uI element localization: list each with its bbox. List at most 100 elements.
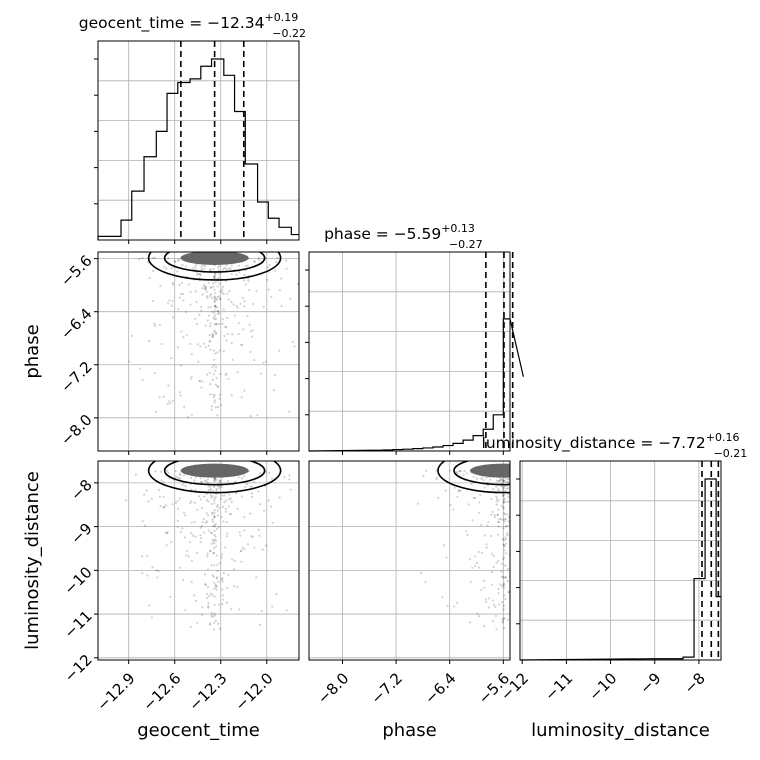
sample-point [221, 322, 224, 325]
sample-point [220, 553, 224, 556]
sample-point [217, 295, 220, 298]
sample-point [253, 546, 256, 549]
sample-point [211, 310, 214, 313]
sample-point [216, 312, 220, 315]
sample-point [201, 264, 204, 267]
sample-point [213, 551, 216, 555]
title-upper-value: 0.16 [715, 431, 740, 444]
sample-point [539, 488, 541, 490]
sample-point [138, 258, 141, 261]
sample-point [223, 266, 226, 269]
sample-point [474, 496, 477, 499]
sample-point [491, 620, 495, 623]
sample-point [502, 558, 505, 561]
sample-point [195, 322, 199, 326]
sample-point [532, 550, 534, 552]
sample-point [244, 485, 247, 488]
sample-point [511, 607, 513, 609]
sample-point [210, 296, 213, 299]
sample-point [224, 325, 227, 328]
sample-point [171, 283, 175, 286]
sample-point [570, 511, 572, 513]
title-upper-error: + [706, 431, 715, 444]
sample-point [221, 602, 224, 606]
sample-point [502, 505, 505, 509]
sample-point [273, 269, 277, 272]
sample-point [147, 339, 151, 343]
sample-point [214, 298, 217, 301]
sample-point [150, 616, 154, 619]
sample-point [485, 546, 488, 549]
sample-point [264, 360, 267, 363]
sample-point [215, 323, 218, 326]
sample-point [504, 575, 507, 579]
sample-point [213, 502, 216, 505]
sample-point [524, 472, 526, 474]
sample-point [235, 304, 238, 308]
sample-point [228, 498, 231, 501]
sample-point [524, 530, 526, 532]
y-tick-label: −10 [61, 563, 96, 598]
sample-point [233, 314, 236, 317]
sample-point [196, 508, 199, 512]
sample-point [239, 343, 243, 346]
sample-point [568, 470, 570, 472]
sample-point [539, 470, 541, 472]
sample-point [213, 296, 216, 299]
sample-point [458, 470, 461, 473]
sample-point [228, 493, 231, 496]
title-lower-value: 0.27 [458, 238, 483, 251]
sample-point [248, 288, 251, 292]
sample-point [237, 332, 240, 336]
sample-point [213, 529, 216, 533]
sample-point [464, 530, 468, 533]
sample-point [449, 503, 452, 507]
sample-point [259, 503, 262, 506]
sample-point [500, 504, 503, 507]
title-main: phase = −5.59 [324, 225, 441, 243]
sample-point [502, 512, 506, 515]
sample-point [189, 377, 192, 380]
sample-point [251, 329, 254, 332]
sample-point [517, 480, 519, 482]
sample-point [184, 310, 188, 314]
sample-point [459, 489, 462, 492]
sample-point [209, 549, 212, 552]
sample-point [492, 603, 496, 606]
sample-point [472, 496, 475, 500]
sample-point [213, 274, 216, 277]
sample-point [190, 488, 193, 491]
sample-point [562, 574, 564, 576]
sample-point [194, 290, 197, 293]
sample-point [203, 285, 206, 288]
sample-point [502, 586, 506, 590]
sample-point [452, 508, 455, 511]
sample-point [420, 571, 423, 574]
sample-point [237, 476, 240, 479]
sample-point [151, 565, 154, 569]
sample-point [213, 542, 216, 545]
y-tick-label: −7.2 [57, 358, 95, 396]
sample-point [240, 560, 243, 563]
sample-point [176, 346, 180, 349]
sample-point [239, 534, 242, 537]
sample-point [213, 612, 216, 615]
sample-point [456, 472, 459, 475]
density-geocent_time-vs-phase [128, 252, 299, 419]
sample-point [538, 547, 540, 549]
sample-point [214, 352, 217, 355]
sample-point [523, 482, 525, 484]
sample-point [499, 583, 502, 586]
sample-point [213, 477, 217, 480]
sample-point [482, 478, 485, 482]
sample-point [209, 531, 212, 534]
sample-point [478, 501, 481, 504]
sample-point [497, 592, 500, 595]
sample-point [502, 543, 505, 547]
sample-point [213, 533, 216, 537]
sample-point [275, 260, 278, 264]
sample-point [210, 502, 213, 506]
sample-point [526, 471, 528, 473]
sample-point [251, 535, 254, 539]
sample-point [247, 279, 250, 283]
